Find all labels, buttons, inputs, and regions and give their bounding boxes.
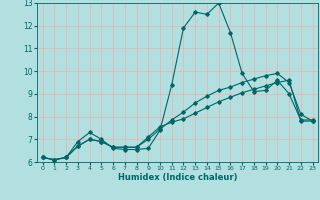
X-axis label: Humidex (Indice chaleur): Humidex (Indice chaleur) — [118, 173, 237, 182]
